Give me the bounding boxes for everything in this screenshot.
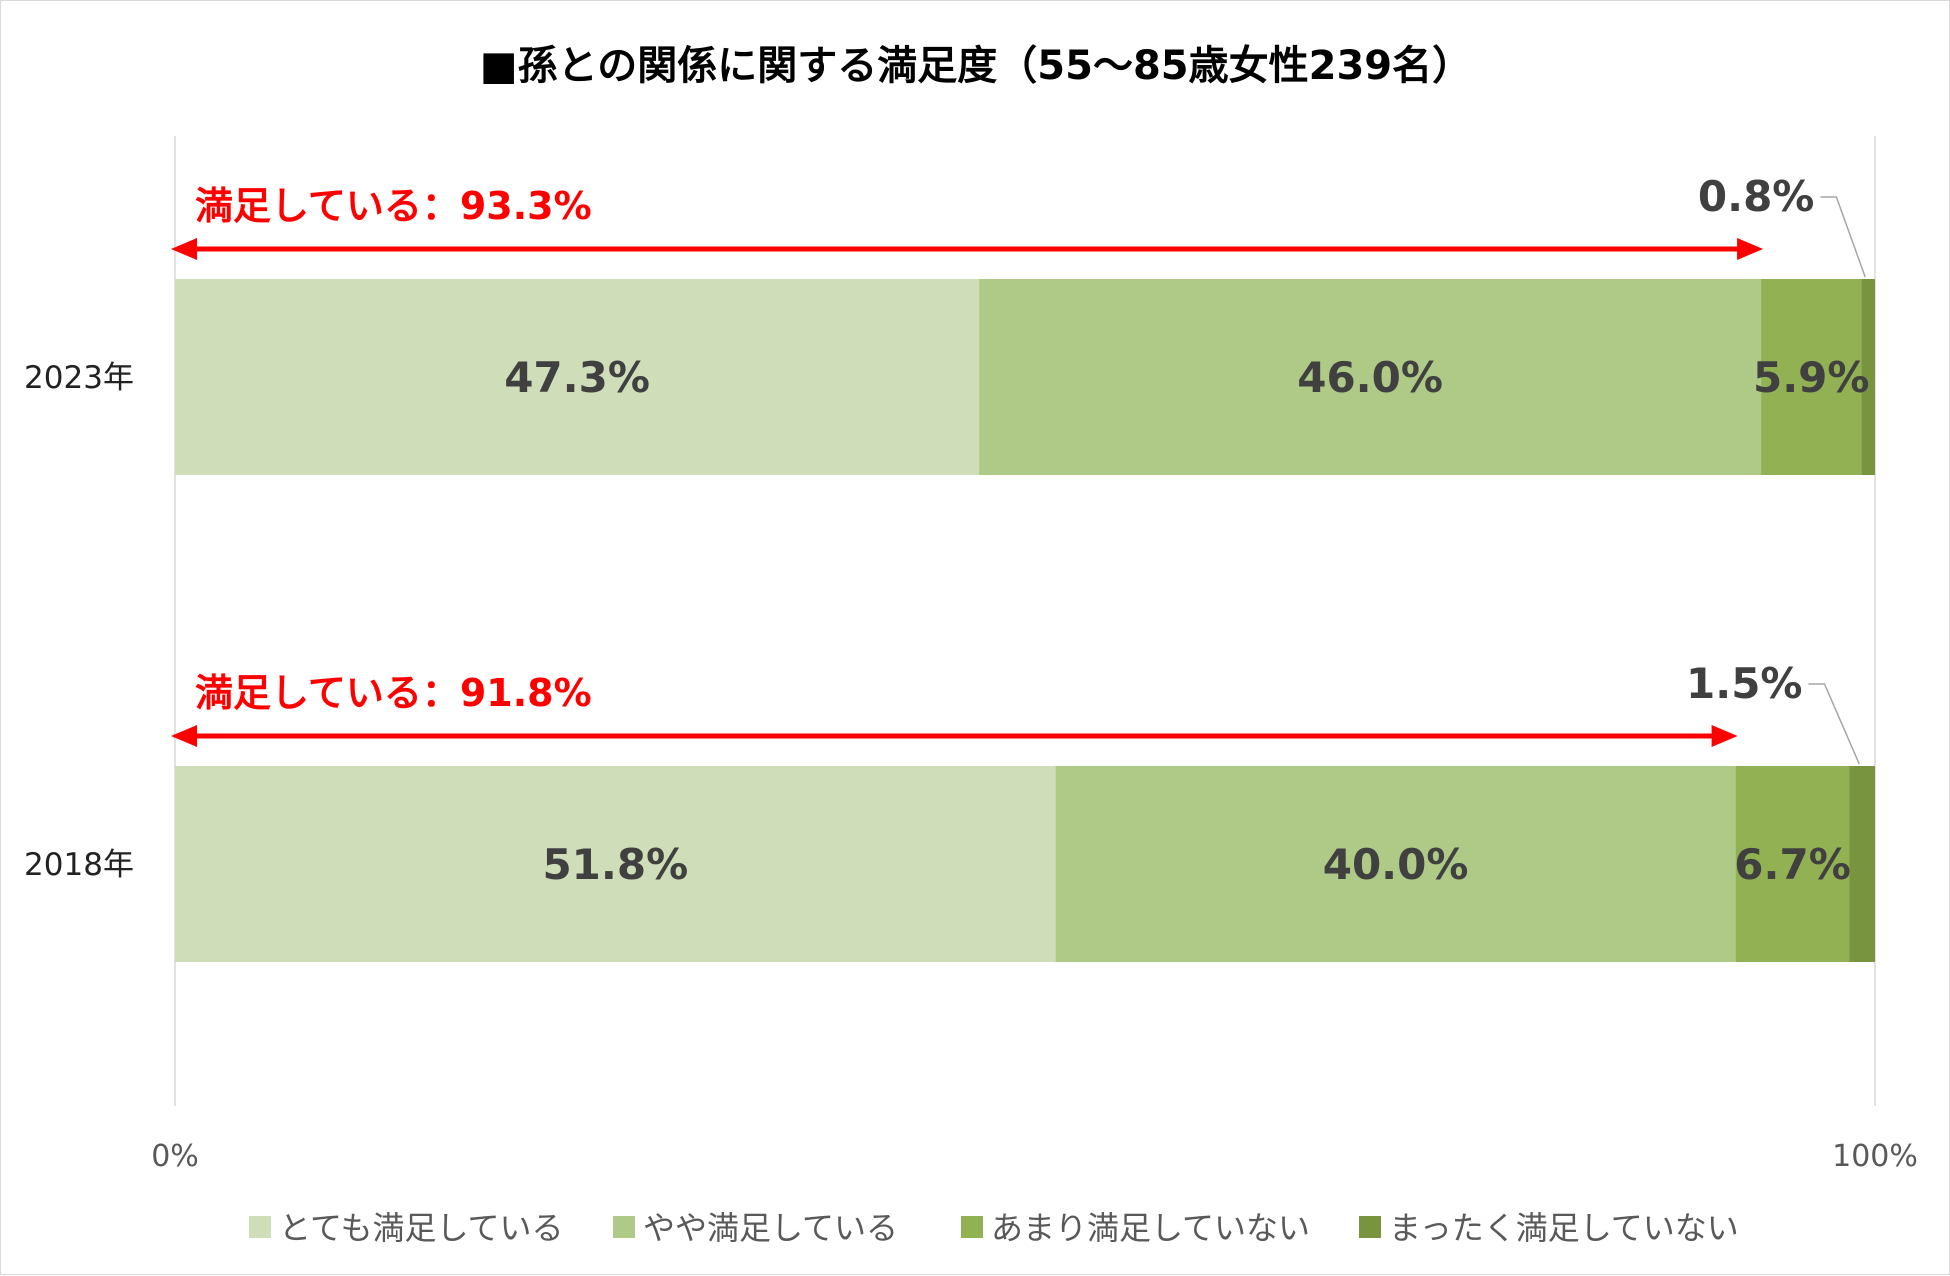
annotation-text: 満足している：91.8%: [195, 671, 592, 715]
legend-label: まったく満足していない: [1389, 1209, 1739, 1247]
labels-layer: 47.3% 46.0% 5.9% 0.8% 51.8% 40.0% 6.7% 1.5%: [504, 172, 1869, 889]
annotation-arrowhead-left: [171, 238, 197, 260]
legend-swatch: [249, 1216, 271, 1238]
annotation-arrowhead-left: [171, 725, 197, 747]
annotation-arrowhead-right: [1711, 725, 1738, 747]
leader-line: [1820, 196, 1866, 278]
chart-title: ■孫との関係に関する満足度（55～85歳女性239名）: [480, 43, 1472, 89]
leader-line: [1808, 683, 1860, 765]
data-label: 47.3%: [504, 353, 650, 402]
legend-swatch: [1359, 1216, 1381, 1238]
annotation-arrowhead-right: [1737, 238, 1764, 260]
bar-segment: [175, 766, 1056, 962]
bar-segment: [1861, 279, 1875, 475]
x-tick-label: 100%: [1832, 1139, 1918, 1174]
annotation-layer: 満足している：93.3% 満足している：91.8%: [171, 184, 1764, 747]
data-label: 40.0%: [1323, 840, 1469, 889]
legend-label: やや満足している: [643, 1209, 898, 1247]
category-label: 2018年: [24, 847, 134, 883]
data-label: 6.7%: [1734, 840, 1850, 889]
data-label: 1.5%: [1686, 659, 1802, 708]
bar-segment: [1055, 766, 1736, 962]
bars-layer: [175, 279, 1875, 962]
x-tick-label: 0%: [151, 1139, 199, 1174]
bar-segment: [979, 279, 1762, 475]
data-label: 51.8%: [542, 840, 688, 889]
legend-swatch: [961, 1216, 983, 1238]
bar-segment: [175, 279, 980, 475]
data-label: 5.9%: [1753, 353, 1869, 402]
axis-layer: 0% 100% 2023年 2018年: [24, 136, 1918, 1174]
legend-label: とても満足している: [279, 1209, 563, 1247]
bar-segment: [1849, 766, 1875, 962]
data-label: 0.8%: [1698, 172, 1814, 221]
legend-label: あまり満足していない: [991, 1209, 1310, 1247]
annotation-text: 満足している：93.3%: [195, 184, 592, 228]
category-label: 2023年: [24, 360, 134, 396]
data-label: 46.0%: [1297, 353, 1443, 402]
bar-segment: [1761, 279, 1862, 475]
bar-segment: [1735, 766, 1850, 962]
legend-swatch: [613, 1216, 635, 1238]
legend: とても満足している やや満足している あまり満足していない まったく満足していない: [249, 1209, 1739, 1247]
